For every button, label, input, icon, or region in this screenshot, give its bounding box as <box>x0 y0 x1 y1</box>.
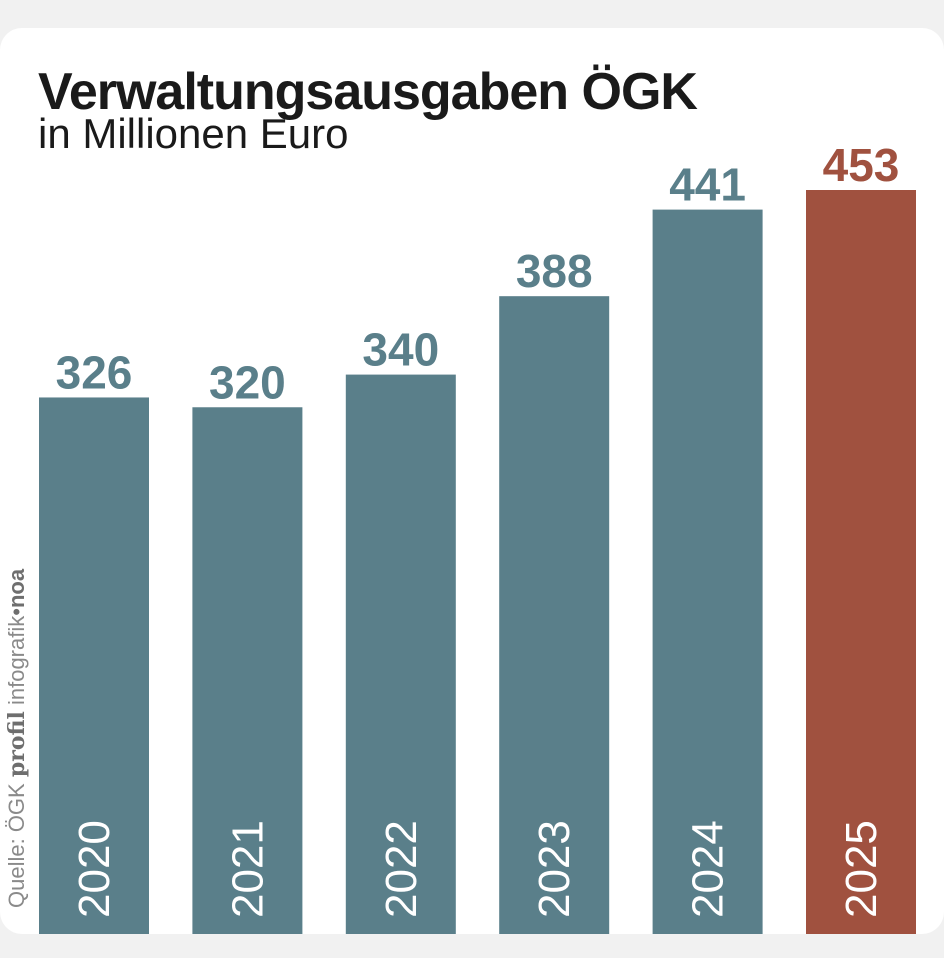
chart-title: Verwaltungsausgaben ÖGK <box>38 63 698 121</box>
source-credit: Quelle: ÖGK profil infografik•noa <box>4 569 30 908</box>
value-label-2023: 388 <box>516 245 593 297</box>
bar-2023 <box>499 296 610 934</box>
year-label-2025: 2025 <box>837 820 886 918</box>
year-label-2023: 2023 <box>530 820 579 918</box>
year-label-2021: 2021 <box>223 820 272 918</box>
bar-2022 <box>345 374 456 934</box>
year-label-2020: 2020 <box>70 820 119 918</box>
value-label-2020: 326 <box>56 346 133 398</box>
bar-2021 <box>192 407 303 934</box>
year-label-2022: 2022 <box>377 820 426 918</box>
value-label-2022: 340 <box>362 324 439 376</box>
chart-subtitle: in Millionen Euro <box>38 110 349 157</box>
bar-2024 <box>652 209 763 934</box>
bar-2025 <box>806 190 916 934</box>
bar-chart: 326 2020 320 2021 340 2022 388 2023 441 2024 453 20… <box>39 139 916 934</box>
chart-card: Verwaltungsausgaben ÖGK in Millionen Eur… <box>0 28 944 934</box>
value-label-2021: 320 <box>209 356 286 408</box>
brand-name: profil <box>4 711 30 778</box>
bar-2020 <box>39 397 149 934</box>
year-label-2024: 2024 <box>684 820 733 918</box>
credit-separator: • <box>4 608 29 616</box>
source-label: Quelle: ÖGK <box>4 783 29 908</box>
credit-author: noa <box>4 568 29 609</box>
value-label-2025: 453 <box>823 139 900 191</box>
brand-suffix: infografik <box>4 615 29 706</box>
value-label-2024: 441 <box>669 159 746 211</box>
